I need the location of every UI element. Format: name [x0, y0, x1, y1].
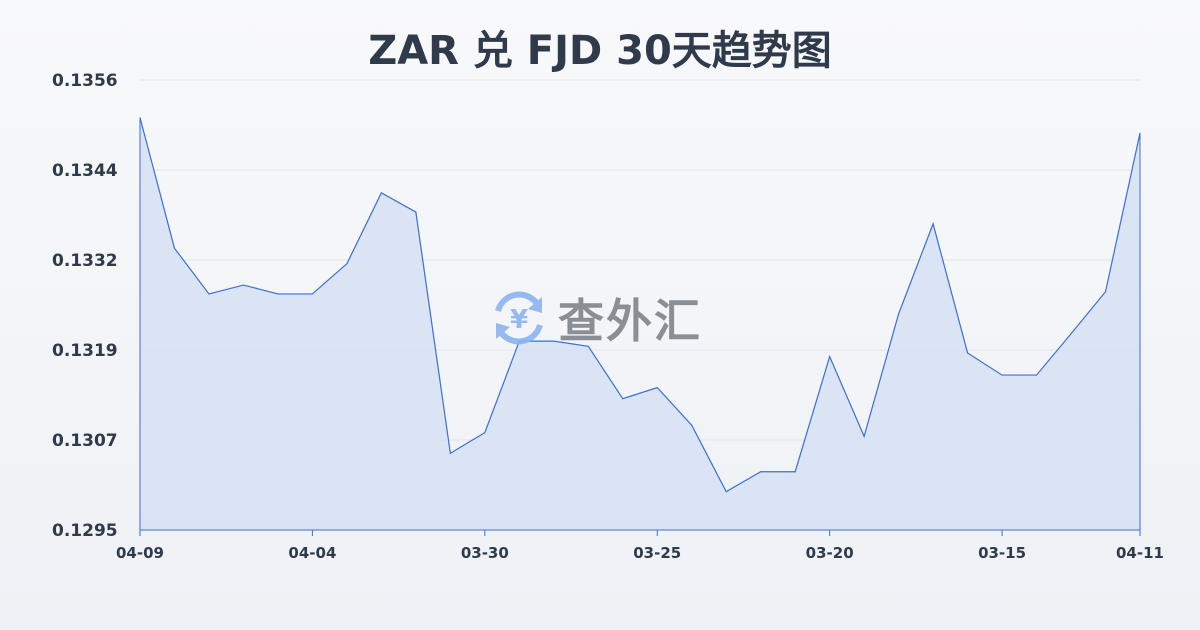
y-tick-label: 0.1307	[52, 431, 118, 451]
data-point	[898, 313, 900, 315]
data-point	[760, 471, 762, 473]
x-tick-label: 03-15	[978, 544, 1026, 562]
data-point	[1001, 374, 1003, 376]
y-tick-label: 0.1332	[52, 251, 118, 271]
data-point	[346, 263, 348, 265]
y-tick-label: 0.1356	[52, 71, 118, 91]
data-point	[967, 352, 969, 354]
data-point	[1139, 132, 1141, 134]
data-point	[656, 387, 658, 389]
data-point	[311, 293, 313, 295]
data-point	[208, 293, 210, 295]
data-point	[415, 211, 417, 213]
data-point	[829, 356, 831, 358]
data-point	[449, 452, 451, 454]
chart-title: ZAR 兑 FJD 30天趋势图	[368, 28, 832, 74]
area-fill	[140, 117, 1140, 530]
x-tick-label: 03-20	[806, 544, 854, 562]
data-point	[380, 192, 382, 194]
data-point	[139, 117, 141, 119]
data-point	[553, 340, 555, 342]
x-tick-label: 04-09	[116, 544, 164, 562]
data-point	[794, 471, 796, 473]
data-point	[725, 491, 727, 493]
data-point	[242, 284, 244, 286]
data-point	[622, 398, 624, 400]
data-point	[484, 432, 486, 434]
y-tick-label: 0.1319	[52, 341, 118, 361]
data-point	[932, 223, 934, 225]
x-tick-label: 04-04	[288, 544, 336, 562]
x-tick-label: 04-11	[1116, 544, 1164, 562]
data-point	[277, 293, 279, 295]
x-tick-label: 03-30	[461, 544, 509, 562]
svg-text:¥: ¥	[510, 305, 528, 335]
x-tick-label: 03-25	[633, 544, 681, 562]
y-tick-label: 0.1344	[52, 161, 118, 181]
data-point	[863, 435, 865, 437]
data-point	[587, 345, 589, 347]
y-tick-label: 0.1295	[52, 521, 118, 541]
yen-exchange-icon: ¥	[495, 291, 543, 345]
watermark: ¥ 查外汇	[488, 285, 702, 351]
data-point	[1070, 333, 1072, 335]
data-point	[1036, 374, 1038, 376]
series-line	[139, 117, 1141, 493]
data-point	[691, 424, 693, 426]
data-point	[173, 247, 175, 249]
data-point	[1105, 291, 1107, 293]
watermark-text: 查外汇	[558, 294, 702, 348]
